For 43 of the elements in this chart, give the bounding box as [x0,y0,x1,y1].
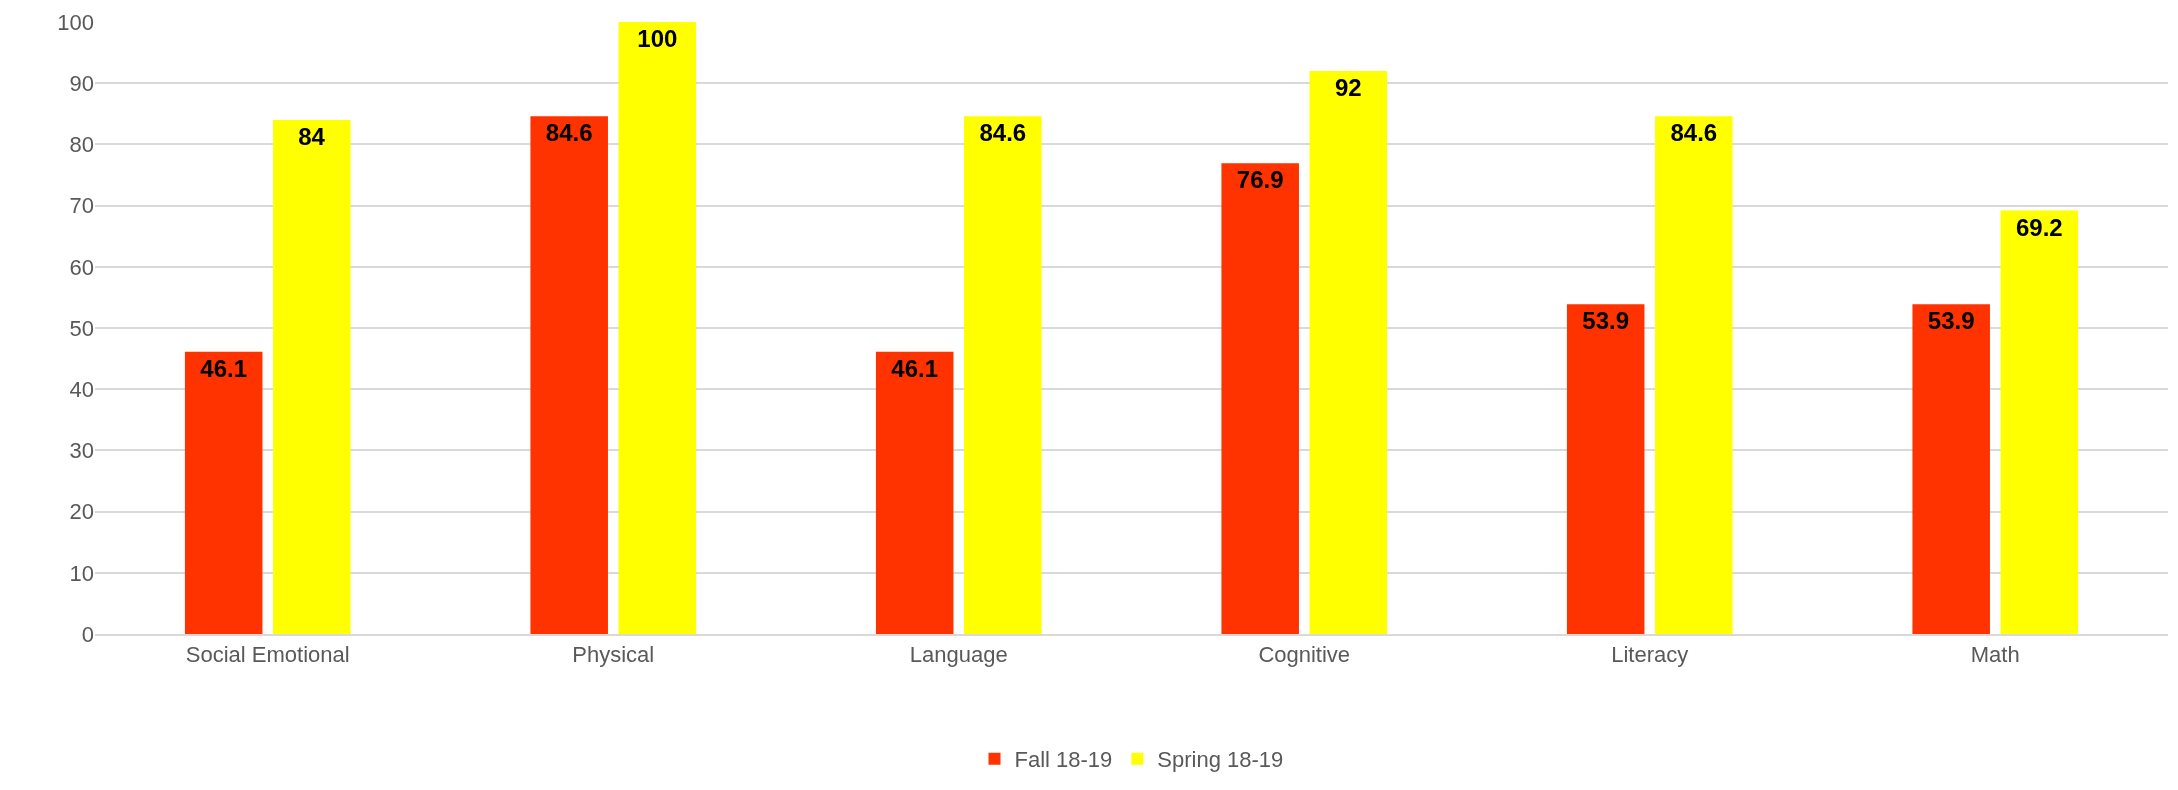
x-tick-label: Language [909,642,1008,668]
x-tick-label: Literacy [1611,642,1689,668]
bar [964,116,1042,634]
data-label: 84.6 [545,119,593,147]
data-label: 92 [1334,73,1362,101]
legend-label: Fall 18-19 [1014,747,1113,773]
data-label: 84.6 [979,119,1027,147]
x-tick-label: Cognitive [1258,642,1351,668]
bar [530,116,608,634]
y-tick-label: 50 [69,315,94,341]
data-label: 53.9 [1927,307,1975,335]
y-tick-label: 30 [69,438,94,464]
y-tick-label: 10 [69,560,94,586]
bar [2000,210,2079,634]
bar [618,22,697,634]
data-label: 76.9 [1236,166,1284,194]
data-label: 46.1 [200,354,248,382]
y-tick-label: 70 [69,193,94,219]
data-label: 46.1 [891,354,939,382]
bar [184,351,263,634]
bar [1309,70,1388,634]
y-tick-label: 0 [81,621,94,647]
y-tick-label: 20 [69,499,94,525]
y-tick-label: 90 [69,70,94,96]
bar [1655,116,1733,634]
x-tick-label: Math [1970,642,2020,668]
data-label: 84 [298,122,326,150]
y-tick-label: 80 [69,132,94,158]
bar [875,351,954,634]
data-label: 100 [637,25,678,52]
y-tick-label: 100 [57,9,94,35]
y-tick-label: 60 [69,254,94,280]
bar [273,119,351,634]
bar [1912,304,1990,634]
data-label: 69.2 [2015,213,2063,241]
bar [1566,304,1645,634]
data-label: 53.9 [1582,307,1630,335]
x-tick-label: Social Emotional [185,642,350,668]
y-tick-label: 40 [69,376,94,402]
bar [1221,163,1299,634]
data-label: 84.6 [1670,119,1718,147]
legend-label: Spring 18-19 [1157,747,1284,773]
x-tick-label: Physical [572,642,655,668]
